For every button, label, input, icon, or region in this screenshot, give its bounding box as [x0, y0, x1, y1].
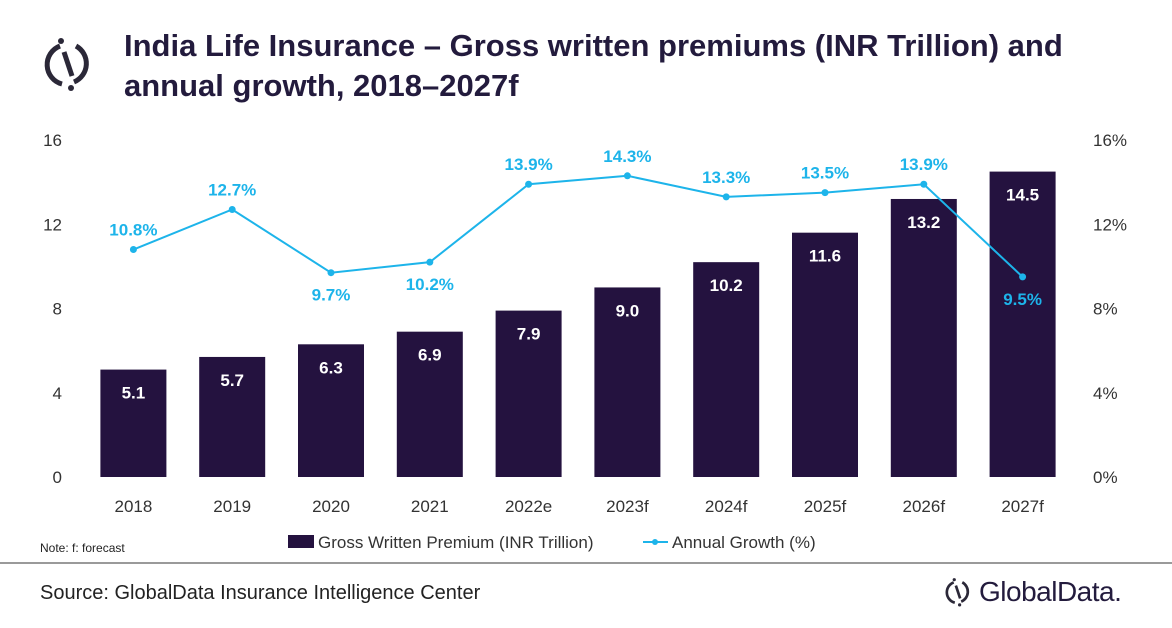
growth-point [327, 269, 335, 277]
globaldata-logo-icon [40, 36, 96, 97]
growth-data-label: 10.8% [109, 221, 157, 240]
legend-line-marker [652, 539, 658, 545]
x-tick-label: 2023f [606, 497, 649, 516]
bar [100, 369, 167, 477]
y-tick-label: 4 [53, 384, 62, 403]
y2-tick-label: 16% [1093, 131, 1127, 150]
bar [693, 262, 760, 477]
chart-area: 0 4 8 12 16 0% 4% 8% 12% 16% 5.1 2018 5.7 2019 6.3 2020… [43, 131, 1127, 552]
bar [298, 344, 364, 477]
bar-data-label: 6.3 [319, 358, 343, 377]
y-tick-label: 0 [53, 468, 62, 487]
x-tick-label: 2018 [114, 497, 152, 516]
growth-line [133, 174, 1024, 278]
growth-data-label: 13.9% [504, 155, 552, 174]
x-tick-label: 2025f [804, 497, 847, 516]
source-text: Source: GlobalData Insurance Intelligenc… [40, 582, 481, 604]
x-tick-label: 2026f [903, 497, 946, 516]
legend-bar-label: Gross Written Premium (INR Trillion) [318, 533, 594, 552]
growth-point [426, 258, 434, 266]
growth-data-label: 10.2% [406, 275, 454, 294]
growth-point [623, 172, 631, 180]
y-tick-label: 16 [43, 131, 62, 150]
growth-data-label: 12.7% [208, 181, 256, 200]
y2-tick-label: 8% [1093, 300, 1118, 319]
x-tick-label: 2021 [411, 497, 449, 516]
bar [495, 310, 562, 477]
bar-data-label: 7.9 [517, 325, 541, 344]
bar-data-label: 5.1 [122, 384, 146, 403]
growth-point [129, 246, 137, 254]
legend-bar-swatch [288, 535, 314, 548]
growth-data-label: 13.9% [900, 155, 948, 174]
y2-tick-label: 0% [1093, 468, 1118, 487]
bar-data-label: 14.5 [1006, 186, 1039, 205]
x-tick-label: 2024f [705, 497, 748, 516]
y2-tick-label: 4% [1093, 384, 1118, 403]
growth-point [821, 189, 829, 197]
bar-data-label: 6.9 [418, 346, 442, 365]
x-tick-label: 2022e [505, 497, 552, 516]
growth-point [920, 180, 928, 188]
bar [792, 232, 858, 477]
growth-point [1019, 273, 1027, 281]
divider [0, 562, 1172, 564]
brand-name: GlobalData. [979, 576, 1122, 607]
bar [199, 356, 266, 477]
y-tick-label: 12 [43, 215, 62, 234]
brand-logo: GlobalData. [943, 575, 1122, 609]
bar [989, 171, 1056, 477]
bar [396, 331, 463, 477]
chart-title: India Life Insurance – Gross written pre… [124, 28, 1063, 103]
bar-data-label: 5.7 [220, 371, 244, 390]
globaldata-mark-icon [945, 578, 970, 607]
growth-data-label: 13.5% [801, 164, 849, 183]
growth-point [228, 206, 236, 214]
growth-data-label: 9.5% [1003, 290, 1042, 309]
x-tick-label: 2027f [1001, 497, 1044, 516]
growth-point [722, 193, 730, 201]
bar [890, 198, 957, 477]
growth-point [525, 180, 533, 188]
legend-line-label: Annual Growth (%) [672, 533, 816, 552]
bar-data-label: 13.2 [907, 213, 940, 232]
y2-tick-label: 12% [1093, 215, 1127, 234]
y-tick-label: 8 [53, 300, 62, 319]
bar-data-label: 11.6 [809, 247, 841, 266]
growth-data-label: 13.3% [702, 168, 750, 187]
bar [594, 287, 661, 477]
growth-data-label: 9.7% [312, 286, 351, 305]
forecast-note: Note: f: forecast [40, 541, 125, 555]
growth-data-label: 14.3% [603, 147, 651, 166]
bar-data-label: 10.2 [710, 276, 743, 295]
bar-data-label: 9.0 [616, 301, 640, 320]
x-tick-label: 2020 [312, 497, 350, 516]
x-tick-label: 2019 [213, 497, 251, 516]
